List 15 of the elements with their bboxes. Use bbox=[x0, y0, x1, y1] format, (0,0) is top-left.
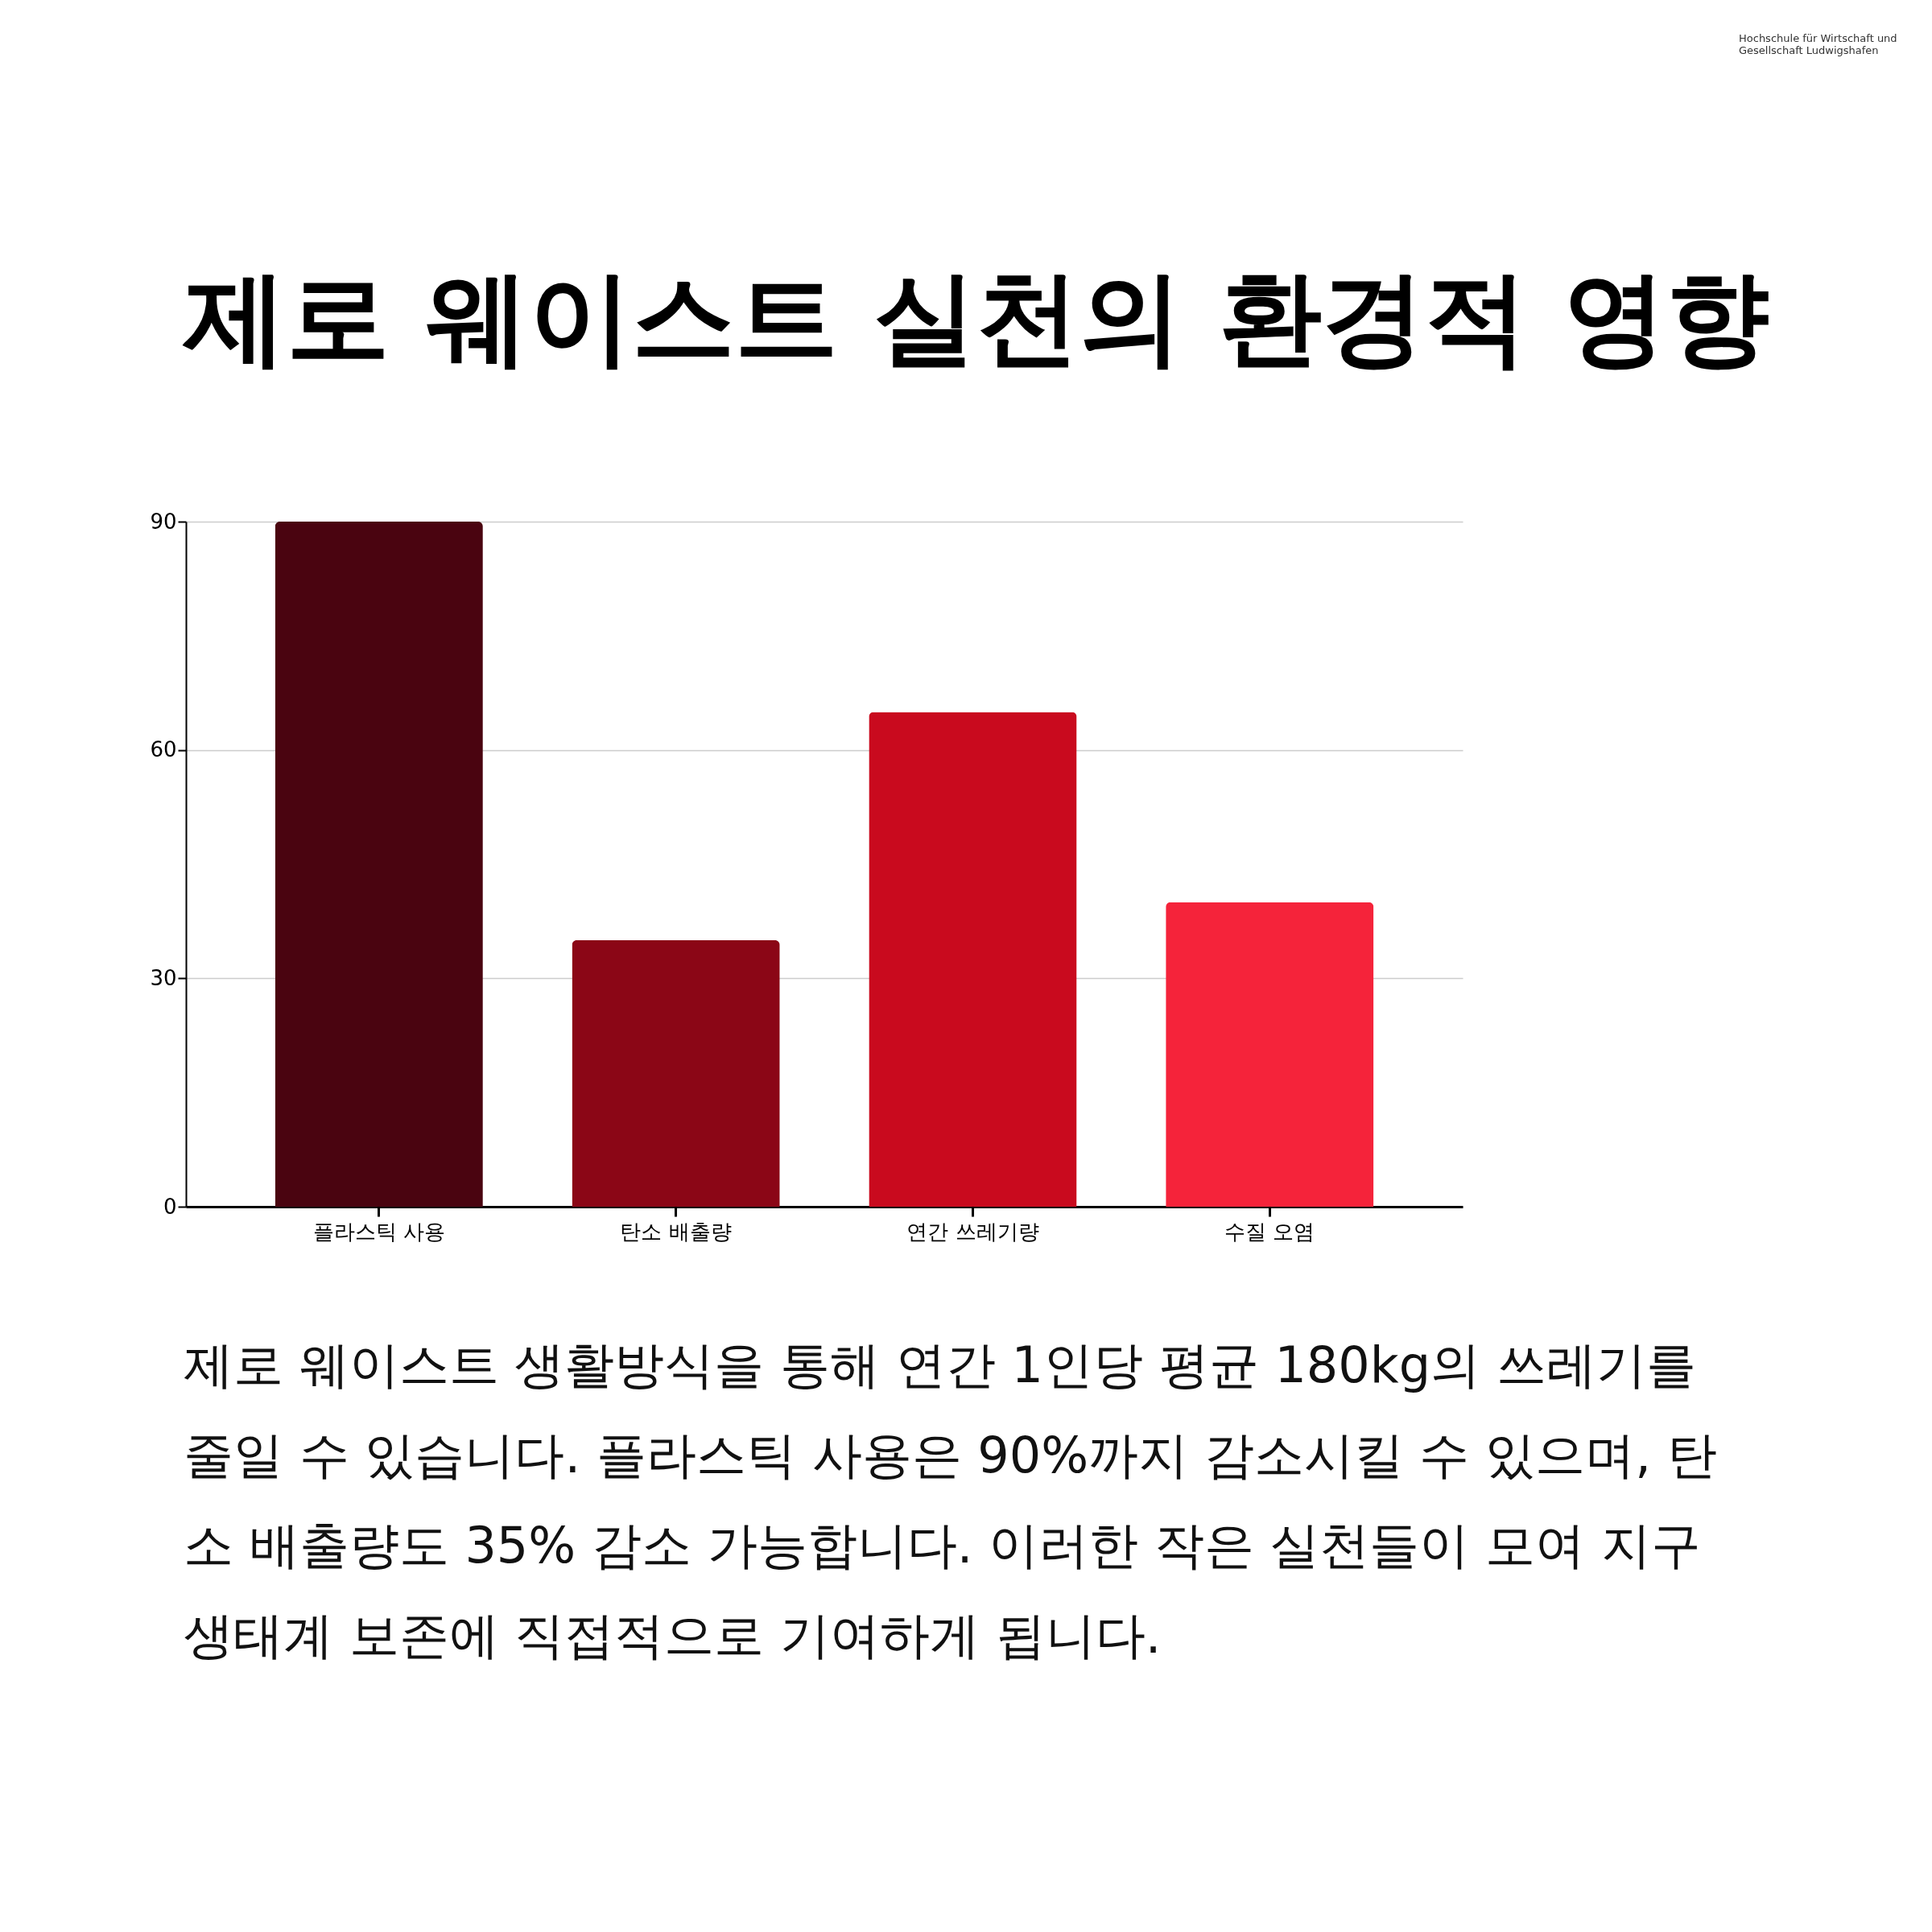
x-tick-label: 탄소 배출량 bbox=[620, 1219, 732, 1244]
text: Hochschule für Wirtschaft und Gesellschaft Ludwigshafen bbox=[1739, 32, 1898, 56]
bar bbox=[275, 522, 483, 1207]
x-tick-label: 플라스틱 사용 bbox=[312, 1219, 445, 1244]
text: 제로 웨이스트 생활방식을 통해 연간 1인당 평균 180kg의 쓰레기를 줄일 수 있습니다. 플라스틱 사용은 90%까지 감소시킬 수 있으며, 탄소 배출량도 35% 감소 가능합니다. 이러한 작은 실천들이 모여 지구 생태계 보존에 직접적으로 기여하게 됩니다. bbox=[184, 1335, 1718, 1666]
x-tick-label: 수질 오염 bbox=[1224, 1219, 1315, 1244]
x-tick-label: 연간 쓰레기량 bbox=[906, 1219, 1039, 1244]
y-tick-label: 60 bbox=[150, 737, 177, 762]
bar bbox=[1166, 902, 1374, 1207]
y-tick-label: 0 bbox=[163, 1194, 177, 1219]
bar bbox=[869, 712, 1077, 1207]
chart-title: 제로 웨이스트 실천의 환경적 영향 bbox=[184, 257, 1770, 379]
bar bbox=[572, 940, 780, 1207]
y-tick-label: 30 bbox=[150, 965, 177, 990]
y-tick-label: 90 bbox=[150, 509, 177, 534]
